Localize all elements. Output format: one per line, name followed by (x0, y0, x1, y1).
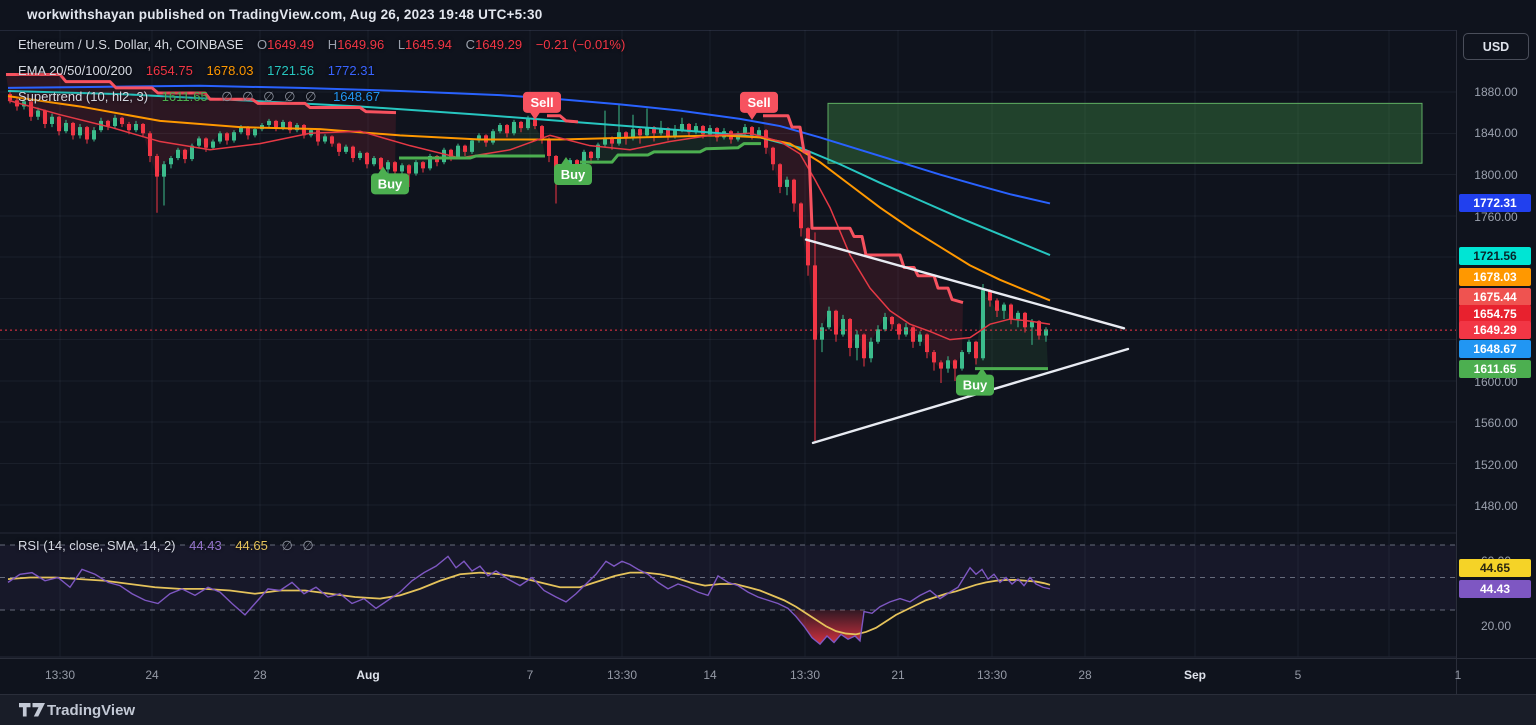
tradingview-logo-icon[interactable] (19, 703, 47, 717)
time-tick: 13:30 (976, 668, 1008, 682)
ema20-line (7, 99, 1051, 341)
publish-caption: workwithshayan published on TradingView.… (27, 7, 543, 22)
time-tick: 7 (526, 668, 534, 682)
buy-marker: Buy (956, 367, 994, 396)
open-value: 1649.49 (267, 37, 315, 52)
ema100-value: 1721.56 (267, 63, 315, 78)
buy-marker: Buy (554, 157, 592, 186)
time-tick: 24 (145, 668, 159, 682)
price-badge-1772.31: 1772.31 (1459, 194, 1531, 212)
close-label: C (465, 37, 476, 52)
st-down-1-line (6, 72, 397, 115)
ema200-line (7, 84, 1051, 205)
st-down-2-line (547, 114, 579, 124)
time-tick: 13:30 (606, 668, 638, 682)
ema50-line (7, 95, 1051, 302)
st-up-2-line (580, 142, 761, 164)
st-down-3-line (763, 114, 964, 304)
price-tick: 20.00 (1480, 619, 1512, 633)
st-down-1-fill (6, 74, 396, 177)
footer-bar: TradingView (0, 694, 1536, 725)
price-tick: 1800.00 (1474, 168, 1518, 182)
time-tick: 28 (253, 668, 267, 682)
trendline-upper[interactable] (804, 238, 1126, 330)
rsi-value: 44.43 (189, 538, 222, 553)
price-tick: 1520.00 (1474, 458, 1518, 472)
high-value: 1649.96 (337, 37, 385, 52)
price-tick: 1760.00 (1474, 210, 1518, 224)
time-tick: 13:30 (789, 668, 821, 682)
price-badge-1654.75: 1654.75 (1459, 305, 1531, 323)
price-tick: 1880.00 (1474, 85, 1518, 99)
price-badge-1675.44: 1675.44 (1459, 288, 1531, 306)
time-tick: 1 (1454, 668, 1462, 682)
brand-name: TradingView (47, 702, 136, 719)
price-badge-44.65: 44.65 (1459, 559, 1531, 577)
svg-text:Sell: Sell (747, 95, 770, 110)
close-value: 1649.29 (475, 37, 523, 52)
rsi-line (7, 555, 1051, 646)
ema-legend[interactable]: EMA 20/50/100/200 1654.75 1678.03 1721.5… (18, 63, 375, 78)
trendline-lower[interactable] (811, 347, 1130, 445)
st-up-3-fill (975, 290, 1048, 369)
time-tick: 13:30 (44, 668, 76, 682)
price-badge-1648.67: 1648.67 (1459, 340, 1531, 358)
rsi-band (0, 545, 1456, 610)
price-tick: 1560.00 (1474, 416, 1518, 430)
time-tick: Sep (1183, 668, 1207, 682)
time-tick: 14 (703, 668, 717, 682)
supply-zone[interactable] (827, 102, 1423, 164)
change-value: −0.21 (−0.01%) (535, 37, 626, 52)
sell-marker: Sell (740, 91, 778, 120)
svg-text:Buy: Buy (378, 176, 403, 191)
st-up-1-line (399, 154, 545, 160)
low-label: L (397, 37, 406, 52)
st-up-2-fill (580, 123, 761, 163)
sell-marker: Sell (523, 91, 561, 120)
time-tick: 28 (1078, 668, 1092, 682)
svg-text:Sell: Sell (530, 95, 553, 110)
price-tick: 1480.00 (1474, 499, 1518, 513)
header-divider (0, 30, 1536, 31)
rsi-legend[interactable]: RSI (14, close, SMA, 14, 2) 44.43 44.65 … (18, 538, 317, 554)
time-axis[interactable]: 13:30 24 28 Aug 7 13:30 14 13:30 21 13:30 28 Sep 5 1 (0, 658, 1536, 695)
supertrend-signal-value: 1648.67 (333, 89, 381, 104)
price-badge-1721.56: 1721.56 (1459, 247, 1531, 265)
ema20-value: 1654.75 (145, 63, 193, 78)
time-tick: 5 (1294, 668, 1302, 682)
supertrend-empty-values: ∅ ∅ ∅ ∅ ∅ (221, 89, 320, 104)
price-tick: 1600.00 (1474, 375, 1518, 389)
open-label: O (257, 37, 268, 52)
time-tick: Aug (356, 668, 380, 682)
supertrend-legend-title: Supertrend (10, hl2, 3) (18, 89, 149, 104)
supertrend-up-value: 1611.65 (161, 89, 208, 104)
price-badge-1611.65: 1611.65 (1459, 360, 1531, 378)
rsi-empty-values: ∅ ∅ (281, 538, 317, 553)
ema-legend-title: EMA 20/50/100/200 (18, 63, 133, 78)
ema200-value: 1772.31 (327, 63, 375, 78)
svg-text:Buy: Buy (561, 167, 586, 182)
buy-marker: Buy (371, 166, 409, 195)
time-tick: 21 (891, 668, 905, 682)
currency-button[interactable]: USD (1463, 33, 1529, 60)
symbol-title: Ethereum / U.S. Dollar, 4h, COINBASE (18, 37, 244, 52)
price-badge-1649.29: 1649.29 (1459, 321, 1531, 339)
supertrend-legend[interactable]: Supertrend (10, hl2, 3) 1611.65 ∅ ∅ ∅ ∅ … (18, 89, 380, 105)
chart-canvas[interactable]: Buy Sell Buy Sell Buy (0, 0, 1456, 725)
rsi-sma-value: 44.65 (235, 538, 268, 553)
low-value: 1645.94 (405, 37, 453, 52)
ema50-value: 1678.03 (206, 63, 254, 78)
symbol-legend[interactable]: Ethereum / U.S. Dollar, 4h, COINBASE O16… (18, 37, 625, 52)
price-badge-44.43: 44.43 (1459, 580, 1531, 598)
price-axis[interactable]: USD 1880.00 1840.00 1800.00 1760.00 1600.00 1… (1456, 30, 1536, 694)
rsi-legend-title: RSI (14, close, SMA, 14, 2) (18, 538, 176, 553)
grid (0, 30, 1456, 657)
price-tick: 1840.00 (1474, 126, 1518, 140)
price-badge-1678.03: 1678.03 (1459, 268, 1531, 286)
svg-text:Buy: Buy (963, 378, 988, 393)
high-label: H (327, 37, 338, 52)
